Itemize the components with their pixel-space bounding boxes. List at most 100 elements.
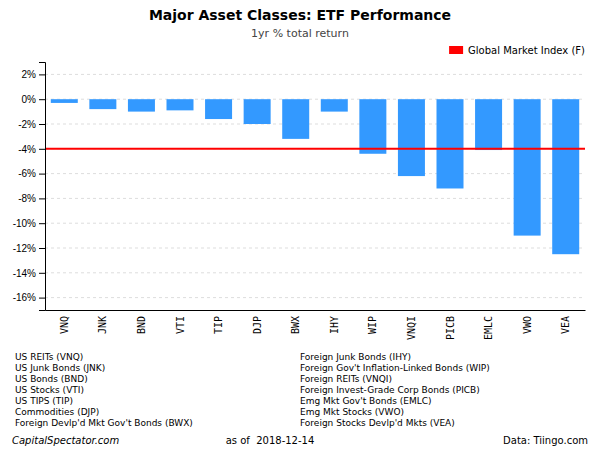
annotation: Foreign REITs (VNQI) bbox=[300, 374, 392, 384]
footer-text: CapitalSpectator.com bbox=[12, 435, 119, 446]
y-tick-label: 2% bbox=[22, 69, 37, 80]
annotation: Foreign Devlp'd Mkt Gov't Bonds (BWX) bbox=[15, 418, 193, 428]
y-tick-mark bbox=[39, 74, 45, 75]
chart: Major Asset Classes: ETF Performance 1yr … bbox=[0, 0, 600, 450]
plot-area: 2% 0% -2% -4% -6% -8% -10% -12% -14% -16% VNQ JNK BN… bbox=[13, 63, 586, 341]
y-axis: 2% 0% -2% -4% -6% -8% -10% -12% -14% -16% bbox=[13, 63, 46, 311]
grid-line bbox=[45, 173, 585, 174]
grid-line bbox=[45, 272, 585, 273]
grid-line bbox=[45, 198, 585, 199]
y-tick-label: -4% bbox=[18, 144, 36, 155]
y-tick: 2% bbox=[22, 69, 45, 80]
title: Major Asset Classes: ETF Performance bbox=[149, 7, 451, 23]
x-tick-label: DJP bbox=[252, 316, 263, 334]
y-tick: -6% bbox=[18, 168, 45, 179]
annotation: Emg Mkt Stocks (VWO) bbox=[300, 407, 404, 417]
grid bbox=[45, 74, 585, 297]
annotation: Foreign Junk Bonds (IHY) bbox=[300, 352, 411, 362]
bar bbox=[89, 99, 116, 109]
x-tick-label: BND bbox=[136, 316, 147, 334]
bar bbox=[51, 99, 78, 103]
x-tick: BND bbox=[136, 316, 147, 334]
annotation: Foreign Gov't Inflation-Linked Bonds (WI… bbox=[300, 363, 490, 373]
x-tick-label: EMLC bbox=[483, 316, 494, 340]
x-tick: EMLC bbox=[483, 316, 494, 340]
bar bbox=[205, 99, 232, 119]
x-tick: DJP bbox=[252, 316, 263, 334]
legend: Global Market Index (F) bbox=[449, 45, 585, 56]
x-tick: IHY bbox=[329, 316, 340, 334]
y-tick-mark bbox=[39, 223, 45, 224]
x-tick: PICB bbox=[445, 316, 456, 340]
bar bbox=[437, 99, 464, 188]
x-tick-label: VNQI bbox=[406, 316, 417, 340]
y-tick-label: -2% bbox=[18, 119, 36, 130]
x-tick-label: TIP bbox=[213, 316, 224, 334]
grid-line bbox=[45, 124, 585, 125]
bar bbox=[128, 99, 155, 111]
bar bbox=[552, 99, 579, 254]
x-tick: JNK bbox=[97, 316, 108, 334]
annotation: US Junk Bonds (JNK) bbox=[15, 363, 105, 373]
grid-line bbox=[45, 99, 585, 100]
x-tick-label: IHY bbox=[329, 316, 340, 334]
y-tick: -16% bbox=[13, 292, 45, 303]
grid-line bbox=[45, 223, 585, 224]
y-tick-label: -12% bbox=[13, 243, 36, 254]
x-tick: VWO bbox=[522, 316, 533, 334]
annotation: Foreign Stocks Devlp'd Mkts (VEA) bbox=[300, 418, 455, 428]
marks bbox=[45, 99, 585, 254]
x-tick-label: VTI bbox=[175, 316, 186, 334]
x-tick: WIP bbox=[367, 316, 378, 334]
y-tick-mark bbox=[39, 298, 45, 299]
footer: CapitalSpectator.comas of 2018-12-14Data… bbox=[12, 435, 588, 446]
x-tick: BWX bbox=[290, 316, 301, 334]
annotation: US Stocks (VTI) bbox=[15, 385, 84, 395]
y-tick-mark bbox=[39, 273, 45, 274]
bar bbox=[514, 99, 541, 235]
grid-line bbox=[45, 297, 585, 298]
y-tick: -12% bbox=[13, 243, 45, 254]
bar bbox=[321, 99, 348, 111]
y-tick-mark bbox=[39, 248, 45, 249]
annotation: Commodities (DJP) bbox=[15, 407, 99, 417]
bar bbox=[475, 99, 502, 150]
y-tick: -8% bbox=[18, 193, 45, 204]
x-tick: VNQ bbox=[59, 316, 70, 334]
x-tick-label: WIP bbox=[367, 316, 378, 334]
x-tick-label: VWO bbox=[522, 316, 533, 334]
annotation: Emg Mkt Gov't Bonds (EMLC) bbox=[300, 396, 431, 406]
x-axis-line bbox=[46, 310, 586, 311]
y-axis-line bbox=[39, 63, 46, 311]
grid-line bbox=[45, 148, 585, 149]
grid-line bbox=[45, 248, 585, 249]
y-tick-label: -16% bbox=[13, 292, 36, 303]
x-tick-label: VEA bbox=[560, 316, 571, 334]
y-tick: -4% bbox=[18, 144, 45, 155]
bar bbox=[359, 99, 386, 154]
x-tick: TIP bbox=[213, 316, 224, 334]
y-tick-label: 0% bbox=[22, 94, 37, 105]
y-tick-label: -10% bbox=[13, 218, 36, 229]
grid-line bbox=[45, 74, 585, 75]
x-tick-label: PICB bbox=[445, 316, 456, 340]
y-tick: 0% bbox=[22, 94, 45, 105]
x-tick-label: VNQ bbox=[59, 316, 70, 334]
subtitle: 1yr % total return bbox=[251, 27, 349, 40]
footer-text: Data: Tiingo.com bbox=[503, 435, 588, 446]
y-tick-mark bbox=[39, 174, 45, 175]
annotation: US Bonds (BND) bbox=[15, 374, 88, 384]
y-tick-label: -6% bbox=[18, 168, 36, 179]
x-tick-label: BWX bbox=[290, 316, 301, 334]
x-tick: VNQI bbox=[406, 316, 417, 340]
y-tick-mark bbox=[39, 99, 45, 100]
y-tick: -14% bbox=[13, 268, 45, 279]
y-tick: -10% bbox=[13, 218, 45, 229]
y-tick-mark bbox=[39, 124, 45, 125]
reference-line bbox=[45, 148, 585, 150]
x-tick: VTI bbox=[175, 316, 186, 334]
x-axis: VNQ JNK BND VTI TIP DJP BWX IHY WIP VNQI PICB EMLC V… bbox=[46, 311, 586, 341]
annotation: US REITs (VNQ) bbox=[15, 352, 83, 362]
y-tick-mark bbox=[39, 149, 45, 150]
annotation: US TIPS (TIP) bbox=[15, 396, 73, 406]
